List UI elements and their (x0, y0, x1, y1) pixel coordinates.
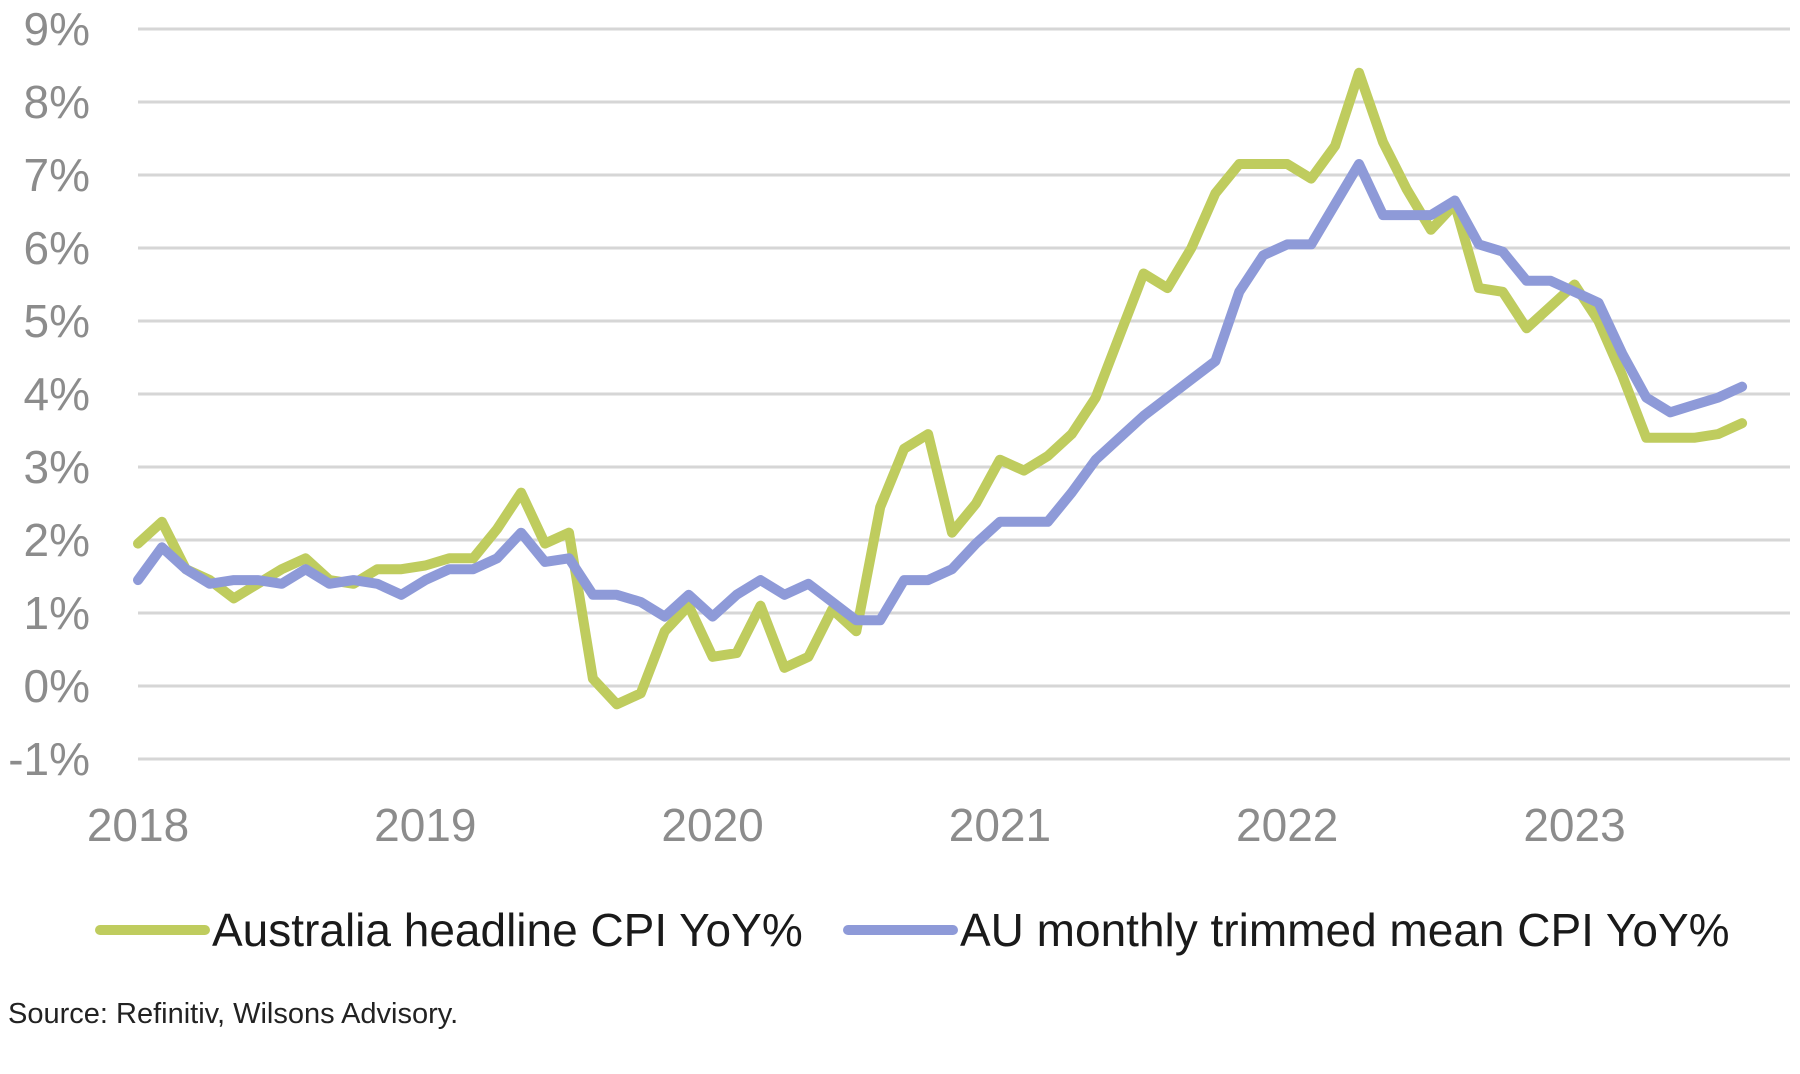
y-tick-label: 9% (24, 3, 90, 55)
y-tick-label: 7% (24, 149, 90, 201)
gridlines (138, 27, 1790, 761)
y-tick-label: 0% (24, 660, 90, 712)
x-tick-label: 2020 (661, 799, 763, 851)
x-tick-label: 2019 (374, 799, 476, 851)
y-tick-label: 3% (24, 441, 90, 493)
x-tick-label: 2023 (1523, 799, 1625, 851)
y-tick-label: -1% (8, 733, 90, 785)
source-note: Source: Refinitiv, Wilsons Advisory. (8, 998, 459, 1030)
y-axis-tick-labels: 9% 8% 7% 6% 5% 4% 3% 2% 1% 0% -1% (8, 3, 90, 785)
x-tick-label: 2018 (87, 799, 189, 851)
y-tick-label: 5% (24, 295, 90, 347)
legend-label-headline-cpi: Australia headline CPI YoY% (212, 904, 803, 956)
legend: Australia headline CPI YoY% AU monthly t… (95, 904, 1730, 956)
series-line-trimmed-mean-cpi (133, 159, 1748, 626)
legend-label-trimmed-mean-cpi: AU monthly trimmed mean CPI YoY% (960, 904, 1730, 956)
x-tick-label: 2021 (949, 799, 1051, 851)
x-tick-label: 2022 (1236, 799, 1338, 851)
x-axis-tick-labels: 2018 2019 2020 2021 2022 2023 (87, 799, 1626, 851)
data-series (133, 67, 1748, 710)
y-tick-label: 1% (24, 587, 90, 639)
y-tick-label: 6% (24, 222, 90, 274)
y-tick-label: 2% (24, 514, 90, 566)
series-line-headline-cpi (133, 67, 1748, 710)
y-tick-label: 8% (24, 76, 90, 128)
y-tick-label: 4% (24, 368, 90, 420)
